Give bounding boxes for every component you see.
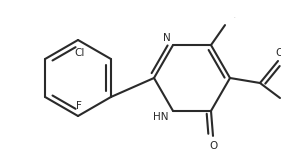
Text: F: F <box>76 101 82 111</box>
Text: O: O <box>276 48 281 58</box>
Text: —: — <box>234 18 236 19</box>
Text: Cl: Cl <box>75 48 85 58</box>
Text: O: O <box>210 141 218 151</box>
Text: HN: HN <box>153 112 169 122</box>
Text: N: N <box>163 33 171 43</box>
